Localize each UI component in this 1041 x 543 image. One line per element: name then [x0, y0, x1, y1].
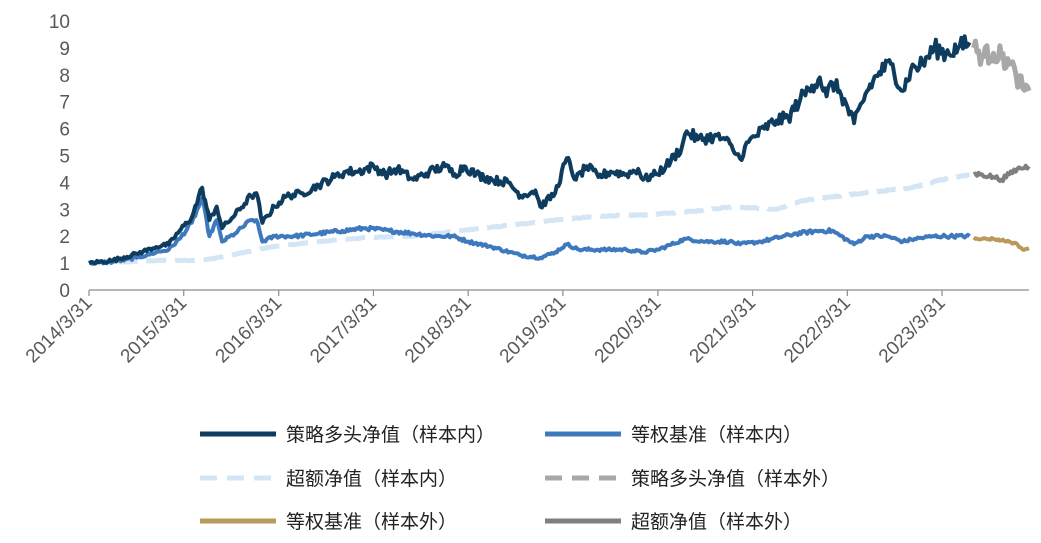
legend-label: 策略多头净值（样本内） — [286, 424, 495, 446]
x-tick-label: 2023/3/31 — [875, 293, 950, 368]
x-tick-label: 2014/3/31 — [22, 293, 97, 368]
y-tick-label: 6 — [59, 120, 70, 141]
x-tick-label: 2019/3/31 — [496, 293, 571, 368]
legend-label: 策略多头净值（样本外） — [631, 468, 840, 490]
y-tick-label: 8 — [59, 66, 70, 87]
legend-label: 超额净值（样本内） — [286, 468, 457, 490]
y-tick-label: 5 — [59, 147, 70, 168]
legend: 策略多头净值（样本内） 等权基准（样本内） 超额净值（样本内） 策略多头净值（样本外）… — [200, 424, 840, 533]
y-tick-label: 0 — [59, 281, 70, 302]
series-line-6 — [972, 163, 1031, 183]
y-tick-label: 10 — [49, 12, 70, 33]
y-tick-label: 2 — [59, 227, 70, 248]
legend-entry: 超额净值（样本内） — [200, 468, 457, 490]
y-tick-label: 3 — [59, 200, 70, 221]
y-tick-label: 7 — [59, 93, 70, 114]
series-lines — [87, 34, 1032, 266]
x-tick-label: 2016/3/31 — [212, 293, 287, 368]
x-tick-label: 2015/3/31 — [117, 293, 192, 368]
series-line-3 — [88, 171, 971, 266]
series-line-5 — [972, 235, 1030, 252]
legend-entry: 等权基准（样本外） — [200, 511, 457, 533]
x-tick-label: 2020/3/31 — [591, 293, 666, 368]
legend-label: 等权基准（样本外） — [286, 511, 457, 533]
legend-entry: 超额净值（样本外） — [545, 511, 802, 533]
legend-label: 等权基准（样本内） — [631, 424, 802, 446]
x-tick-label: 2018/3/31 — [401, 293, 476, 368]
y-tick-label: 1 — [59, 254, 70, 275]
y-tick-label: 4 — [59, 173, 70, 194]
x-tick-label: 2022/3/31 — [780, 293, 855, 368]
y-tick-label: 9 — [59, 39, 70, 60]
legend-entry: 策略多头净值（样本内） — [200, 424, 495, 446]
series-line-1 — [88, 34, 972, 266]
x-tick-label: 2017/3/31 — [306, 293, 381, 368]
legend-entry: 等权基准（样本内） — [545, 424, 802, 446]
legend-entry: 策略多头净值（样本外） — [545, 468, 840, 490]
series-line-2 — [87, 196, 971, 266]
x-tick-label: 2021/3/31 — [686, 293, 761, 368]
legend-label: 超额净值（样本外） — [631, 511, 802, 533]
series-line-4 — [971, 38, 1032, 93]
